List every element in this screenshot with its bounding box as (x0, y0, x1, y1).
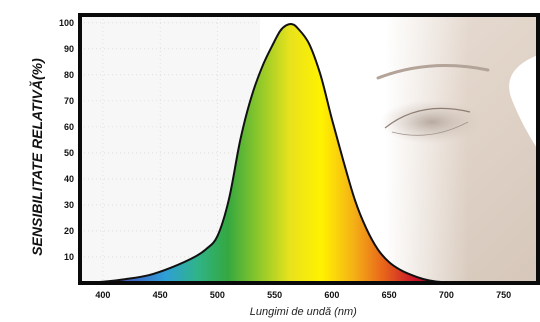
y-axis-ticks: 10 20 30 40 50 60 70 80 90 100 (59, 18, 74, 262)
y-tick-label: 70 (64, 96, 74, 106)
x-tick-label: 750 (496, 290, 511, 300)
chart-frame (78, 13, 540, 285)
y-tick-label: 90 (64, 44, 74, 54)
y-tick-label: 40 (64, 174, 74, 184)
y-tick-label: 50 (64, 148, 74, 158)
y-axis-label: SENSIBILITATE RELATIVĂ(%) (29, 58, 45, 256)
y-tick-label: 10 (64, 252, 74, 262)
sensitivity-curve (79, 22, 447, 284)
x-axis-label: Lungimi de undă (nm) (250, 306, 357, 318)
x-tick-label: 500 (210, 290, 225, 300)
y-tick-label: 20 (64, 226, 74, 236)
spectrum-fill (80, 23, 447, 283)
x-tick-label: 700 (439, 290, 454, 300)
plot-frame (78, 13, 540, 285)
y-tick-label: 60 (64, 122, 74, 132)
x-tick-label: 550 (267, 290, 282, 300)
y-tick-label: 80 (64, 70, 74, 80)
x-tick-label: 600 (324, 290, 339, 300)
x-axis-ticks: 400 450 500 550 600 650 700 750 (95, 290, 511, 300)
x-tick-label: 650 (382, 290, 397, 300)
x-tick-label: 400 (95, 290, 110, 300)
spectrum-area (79, 22, 447, 284)
y-tick-label: 30 (64, 200, 74, 210)
y-tick-label: 100 (59, 18, 74, 28)
x-tick-label: 450 (153, 290, 168, 300)
